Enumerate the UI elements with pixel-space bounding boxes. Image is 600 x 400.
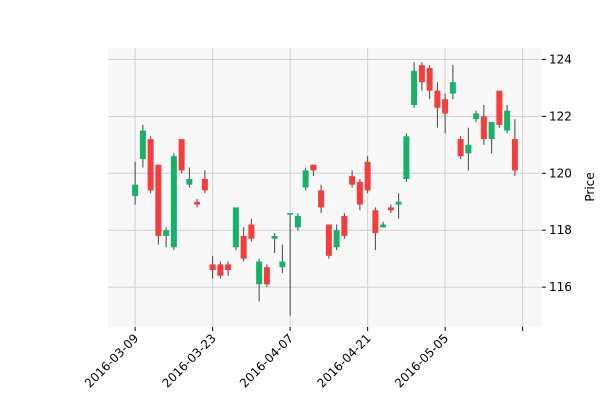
candle-body-down xyxy=(194,201,201,205)
candle-body-up xyxy=(256,261,263,285)
y-axis: 116 118 120 122 124 xyxy=(542,52,572,294)
candle-body-down xyxy=(263,267,270,285)
candle-body-down xyxy=(147,139,154,191)
candle-body-down xyxy=(480,116,487,140)
candle-body-up xyxy=(395,201,402,205)
candle-body-up xyxy=(139,130,146,160)
candle-body-up xyxy=(333,230,340,248)
candle-body-up xyxy=(449,82,456,94)
candle-body-down xyxy=(418,65,425,83)
candle-body-up xyxy=(380,224,387,228)
candle-body-down xyxy=(457,139,464,157)
candle-body-down xyxy=(349,176,356,185)
x-tick-label: 2016-03-09 xyxy=(82,331,141,390)
candle-body-up xyxy=(294,215,301,228)
candle-body-up xyxy=(163,230,170,236)
candle-body-down xyxy=(310,164,317,171)
candle-body-up xyxy=(232,207,239,248)
grid-lines xyxy=(108,48,542,327)
y-tick-label: 116 xyxy=(549,280,572,294)
y-tick-label: 118 xyxy=(549,223,572,237)
candle-body-down xyxy=(240,235,247,259)
x-tick-label: 2016-05-05 xyxy=(392,331,451,390)
candle-body-down xyxy=(248,224,255,239)
candles xyxy=(132,62,518,316)
x-tick-label: 2016-04-07 xyxy=(237,331,296,390)
candle-body-down xyxy=(341,215,348,236)
candle-body-down xyxy=(372,210,379,234)
candle-body-down xyxy=(364,161,371,191)
x-tick-label: 2016-04-21 xyxy=(315,331,374,390)
y-tick-label: 120 xyxy=(549,166,572,180)
candle-body-down xyxy=(511,139,518,171)
candle-body-down xyxy=(209,264,216,271)
candle-body-down xyxy=(442,99,449,114)
candle-body-up xyxy=(403,136,410,179)
candle-body-down xyxy=(356,181,363,205)
candle-body-down xyxy=(325,224,332,256)
candle-body-up xyxy=(302,170,309,188)
candle-body-up xyxy=(465,144,472,154)
plot-area xyxy=(108,48,542,327)
candle-body-down xyxy=(434,90,441,108)
y-axis-title: Price xyxy=(583,172,597,201)
candle-body-up xyxy=(473,113,480,120)
y-tick-label: 122 xyxy=(549,109,572,123)
candle-body-up xyxy=(132,184,139,197)
candle-body-down xyxy=(178,139,185,171)
x-tick-label: 2016-03-23 xyxy=(160,331,219,390)
x-axis: 2016-03-09 2016-03-23 2016-04-07 2016-04-21… xyxy=(82,327,524,390)
candle-body-up xyxy=(279,261,286,268)
candle-body-up xyxy=(287,213,294,215)
candle-body-down xyxy=(155,164,162,236)
candle-body-up xyxy=(186,178,193,185)
candle-body-up xyxy=(170,156,177,248)
candle-body-down xyxy=(201,178,208,191)
candle-body-down xyxy=(217,264,224,276)
candle-body-up xyxy=(411,70,418,105)
candle-body-down xyxy=(496,90,503,125)
candle-body-down xyxy=(318,190,325,208)
candle-body-down xyxy=(426,67,433,91)
candle-body-up xyxy=(488,122,495,140)
y-tick-label: 124 xyxy=(549,52,572,66)
candle-body-up xyxy=(271,235,278,239)
candle-body-up xyxy=(504,110,511,131)
candle-body-down xyxy=(225,264,232,271)
candle-body-down xyxy=(387,207,394,211)
